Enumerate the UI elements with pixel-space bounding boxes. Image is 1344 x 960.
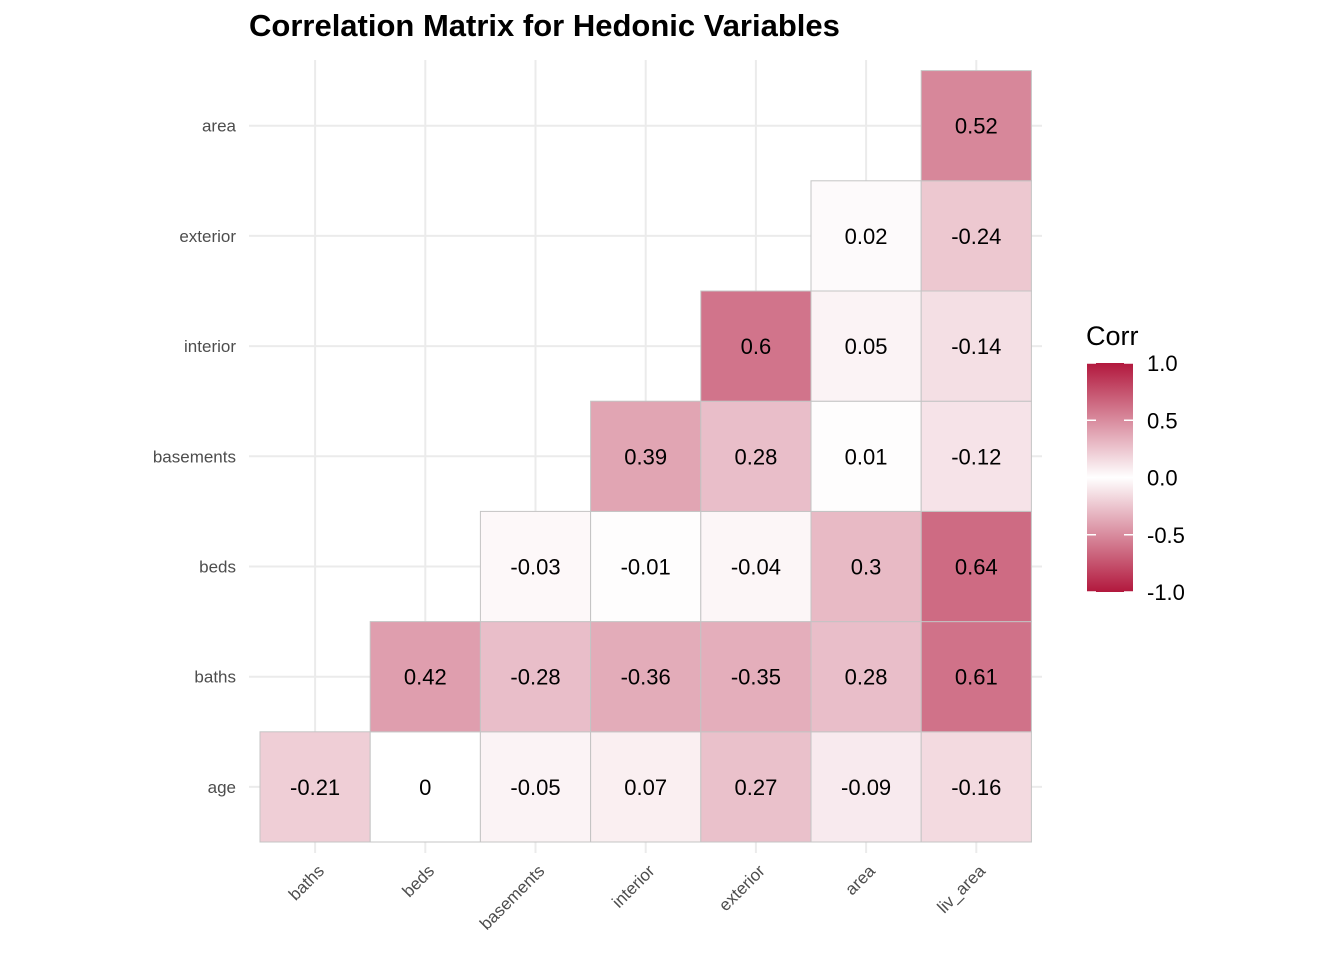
- heatmap-cell: [590, 731, 702, 843]
- cell-value-label: 0: [419, 775, 431, 800]
- heatmap-cell: [810, 180, 922, 292]
- heatmap-cell: [479, 731, 592, 843]
- legend-tick-label: 1.0: [1147, 351, 1178, 376]
- cell-value-label: -0.09: [841, 775, 891, 800]
- x-tick-label: exterior: [715, 861, 769, 915]
- heatmap-cell: [590, 400, 702, 512]
- cell-value-label: 0.42: [404, 665, 447, 690]
- cell-value-label: -0.28: [510, 665, 560, 690]
- heatmap-cell: [590, 621, 702, 733]
- x-tick-label: baths: [285, 861, 328, 904]
- cell-value-label: 0.52: [955, 114, 998, 139]
- cell-value-label: 0.28: [734, 444, 777, 469]
- cell-value-label: -0.14: [951, 334, 1001, 359]
- cell-value-label: -0.36: [621, 665, 671, 690]
- cell-value-label: -0.35: [731, 665, 781, 690]
- legend-tick-label: 0.5: [1147, 408, 1178, 433]
- legend-title: Corr: [1086, 321, 1139, 351]
- legend-tick-label: 0.0: [1147, 466, 1178, 491]
- cell-value-label: -0.05: [510, 775, 560, 800]
- x-tick-label: liv_area: [934, 861, 990, 917]
- cell-value-label: 0.01: [845, 444, 888, 469]
- y-tick-label: basements: [153, 447, 236, 466]
- y-tick-label: interior: [184, 337, 236, 356]
- heatmap-cells: [259, 70, 1032, 843]
- legend-tick-label: -1.0: [1147, 580, 1185, 605]
- cell-value-label: 0.27: [734, 775, 777, 800]
- heatmap-cell: [810, 400, 922, 512]
- color-legend: Corr 1.0 0.5 0.0 -0.5 -1.0: [1086, 321, 1185, 605]
- y-tick-label: area: [202, 117, 237, 136]
- heatmap-cell: [920, 70, 1032, 182]
- heatmap-cell: [259, 731, 371, 843]
- cell-value-label: -0.16: [951, 775, 1001, 800]
- heatmap-cell: [810, 510, 922, 623]
- cell-value-label: 0.28: [845, 665, 888, 690]
- y-tick-label: beds: [199, 558, 236, 577]
- legend-tick-label: -0.5: [1147, 523, 1185, 548]
- cell-value-label: -0.03: [510, 555, 560, 580]
- heatmap-cell: [920, 400, 1032, 512]
- cell-value-label: -0.01: [621, 555, 671, 580]
- cell-labels: -0.21 0 -0.05 0.07 0.27 -0.09 -0.16 0.42 -0.28 -0…: [290, 114, 1001, 800]
- x-axis: baths beds basements interior exterior area li…: [285, 861, 989, 934]
- chart-title: Correlation Matrix for Hedonic Variables: [249, 8, 840, 43]
- y-tick-label: baths: [194, 668, 236, 687]
- cell-value-label: -0.12: [951, 444, 1001, 469]
- heatmap-cell: [920, 621, 1032, 733]
- heatmap-cell: [479, 621, 592, 733]
- y-axis: age baths beds basements interior exterior are…: [153, 117, 237, 797]
- cell-value-label: 0.64: [955, 555, 998, 580]
- cell-value-label: 0.3: [851, 555, 882, 580]
- x-tick-label: beds: [399, 861, 439, 901]
- cell-value-label: 0.05: [845, 334, 888, 359]
- heatmap-cell: [369, 731, 481, 843]
- cell-value-label: -0.21: [290, 775, 340, 800]
- heatmap-cell: [920, 290, 1032, 402]
- heatmap-cell: [920, 180, 1032, 292]
- cell-value-label: 0.07: [624, 775, 667, 800]
- heatmap-cell: [920, 510, 1032, 623]
- heatmap-cell: [810, 731, 922, 843]
- cell-value-label: 0.39: [624, 444, 667, 469]
- cell-value-label: 0.61: [955, 665, 998, 690]
- heatmap-cell: [810, 290, 922, 402]
- cell-value-label: -0.04: [731, 555, 781, 580]
- cell-value-label: 0.02: [845, 224, 888, 249]
- y-tick-label: age: [208, 778, 236, 797]
- cell-value-label: 0.6: [741, 334, 772, 359]
- heatmap-cell: [369, 621, 481, 733]
- x-tick-label: basements: [476, 861, 548, 933]
- x-tick-label: interior: [608, 861, 658, 911]
- heatmap-cell: [700, 510, 812, 623]
- y-tick-label: exterior: [179, 227, 236, 246]
- x-tick-label: area: [841, 861, 879, 899]
- heatmap-cell: [590, 510, 702, 623]
- heatmap-cell: [700, 290, 812, 402]
- heatmap-cell: [700, 621, 812, 733]
- cell-value-label: -0.24: [951, 224, 1001, 249]
